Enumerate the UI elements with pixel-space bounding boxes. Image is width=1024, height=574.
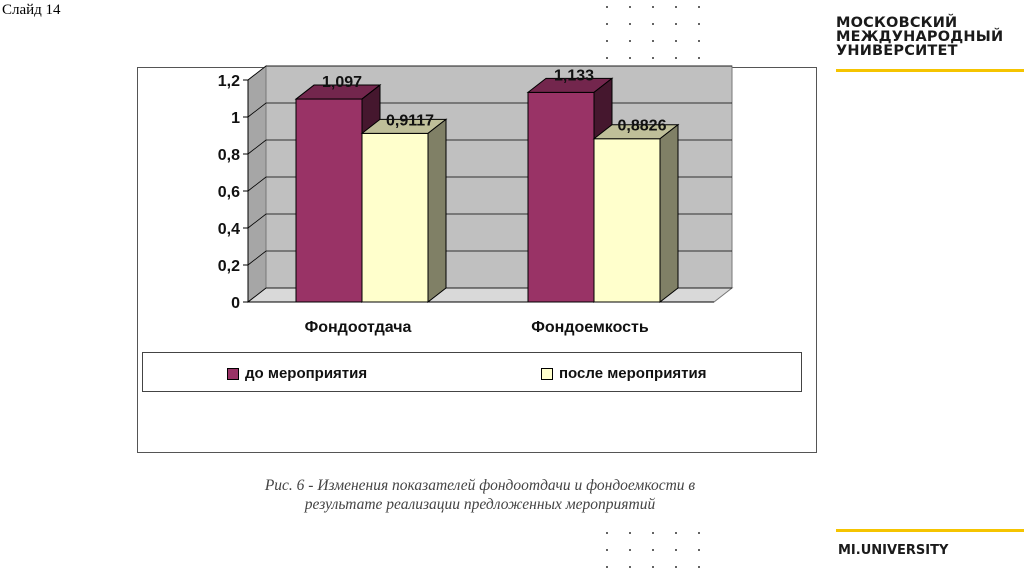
- data-label-before-1: 1,133: [554, 67, 594, 84]
- legend-item-before: до мероприятия: [227, 365, 367, 382]
- chart-legend: до мероприятия после мероприятия: [142, 352, 802, 392]
- dot: [652, 40, 654, 42]
- gridline: [247, 65, 732, 81]
- legend-swatch-before: [227, 367, 239, 380]
- decorative-dots-top: [606, 6, 706, 66]
- dot: [698, 566, 700, 568]
- bar-side-after-1: [659, 123, 679, 304]
- dot: [606, 549, 608, 551]
- data-label-before-0: 1,097: [322, 74, 362, 91]
- logo-line-1: МОСКОВСКИЙ: [836, 15, 958, 31]
- y-tick-label: 1: [231, 110, 240, 127]
- y-tick-label: 0: [231, 295, 240, 312]
- accent-line-top: [836, 69, 1024, 72]
- dot: [629, 532, 631, 534]
- dot: [698, 6, 700, 8]
- dot: [652, 532, 654, 534]
- accent-line-bottom: [836, 529, 1024, 532]
- decorative-dots-bottom: [606, 532, 706, 574]
- y-tick-label: 0,6: [218, 184, 240, 201]
- bar-before-0: [295, 98, 363, 303]
- y-tick-label: 1,2: [218, 73, 240, 90]
- dot: [629, 549, 631, 551]
- dot: [698, 40, 700, 42]
- dot: [675, 532, 677, 534]
- dot: [698, 57, 700, 59]
- university-short-logo: MI.UNIVERSITY: [838, 543, 949, 558]
- dot: [606, 40, 608, 42]
- dot: [675, 566, 677, 568]
- legend-label-after: после мероприятия: [559, 365, 707, 382]
- dot: [652, 6, 654, 8]
- dot: [652, 57, 654, 59]
- dot: [606, 23, 608, 25]
- dot: [698, 23, 700, 25]
- caption-line-1: Рис. 6 - Изменения показателей фондоотда…: [264, 477, 696, 494]
- logo-line-2: МЕЖДУНАРОДНЫЙ: [836, 29, 1004, 45]
- legend-label-before: до мероприятия: [245, 365, 368, 382]
- dot: [629, 57, 631, 59]
- data-label-after-0: 0,9117: [386, 112, 434, 129]
- dot: [629, 566, 631, 568]
- dot: [698, 532, 700, 534]
- dot: [675, 57, 677, 59]
- legend-swatch-after: [541, 367, 553, 380]
- dot: [629, 23, 631, 25]
- dot: [606, 6, 608, 8]
- dot: [675, 40, 677, 42]
- figure-caption: Рис. 6 - Изменения показателей фондоотда…: [160, 476, 800, 514]
- y-tick-label: 0,2: [218, 258, 240, 275]
- bar-after-0: [361, 132, 429, 303]
- logo-line-3: УНИВЕРСИТЕТ: [836, 43, 958, 59]
- dot: [629, 40, 631, 42]
- legend-item-after: после мероприятия: [541, 365, 707, 382]
- dot: [675, 23, 677, 25]
- category-label-1: Фондоемкость: [531, 319, 649, 336]
- caption-line-2: результате реализации предложенных мероп…: [304, 496, 656, 513]
- dot: [698, 549, 700, 551]
- dot: [629, 6, 631, 8]
- bar-after-1: [593, 138, 661, 303]
- y-tick-label: 0,4: [218, 221, 240, 238]
- dot: [652, 23, 654, 25]
- dot: [606, 566, 608, 568]
- slide-number-label: Слайд 14: [2, 2, 61, 18]
- dot: [606, 532, 608, 534]
- dot: [675, 549, 677, 551]
- bar-side-after-0: [427, 118, 447, 304]
- category-label-0: Фондоотдача: [305, 319, 412, 336]
- university-logo: МОСКОВСКИЙ МЕЖДУНАРОДНЫЙ УНИВЕРСИТЕТ: [836, 15, 1004, 59]
- dot: [675, 6, 677, 8]
- bar-before-1: [527, 91, 595, 303]
- y-tick-label: 0,8: [218, 147, 240, 164]
- dot: [652, 549, 654, 551]
- dot: [652, 566, 654, 568]
- dot: [606, 57, 608, 59]
- data-label-after-1: 0,8826: [618, 118, 667, 135]
